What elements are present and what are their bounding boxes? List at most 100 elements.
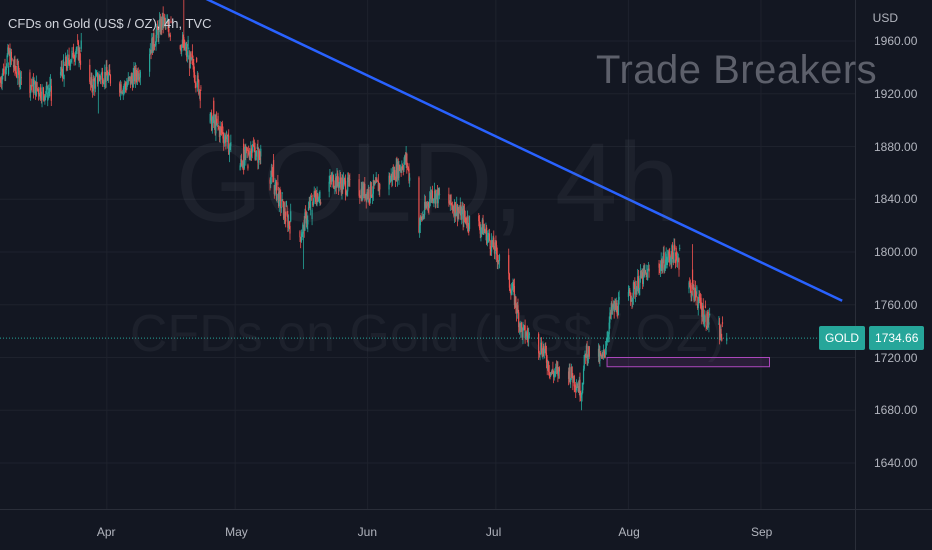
candle-body [679, 247, 681, 249]
candle-body [4, 66, 6, 74]
candle-body [47, 92, 49, 101]
candle-body [494, 242, 496, 254]
candle-body [228, 147, 231, 155]
price-axis[interactable]: 1960.00 1920.00 1880.00 1840.00 1800.00 1760.… [856, 0, 932, 550]
candle-body [617, 313, 619, 316]
candle-body [253, 146, 255, 148]
candle-body [570, 378, 572, 383]
candle-body [374, 182, 377, 184]
candle-body [333, 187, 335, 189]
candle-body [280, 206, 283, 209]
candle-body [604, 351, 606, 354]
candle-body [539, 352, 541, 354]
candle-body [299, 231, 301, 238]
candle-body [613, 303, 615, 312]
candle-body [520, 322, 522, 331]
candle-body [424, 201, 426, 208]
candle-body [610, 303, 612, 315]
candle-body [90, 77, 92, 85]
candle-body [486, 227, 488, 244]
candle-body [249, 152, 251, 159]
candle-body [489, 240, 491, 250]
candle-body [676, 259, 679, 263]
candle-body [664, 259, 667, 269]
candle-body [332, 175, 334, 178]
candle-body [275, 181, 277, 184]
candle-body [139, 71, 141, 78]
candle-body [191, 57, 193, 59]
candle-body [721, 322, 724, 324]
candle-body [612, 306, 614, 311]
candle-body [223, 139, 226, 144]
candle-body [96, 72, 98, 74]
candle-body [33, 84, 35, 93]
candle-body [639, 270, 642, 279]
candle-body [493, 237, 495, 250]
candle-body [478, 221, 481, 229]
time-axis[interactable]: Apr May Jun Jul Aug Sep [0, 510, 856, 550]
candle-body [131, 79, 134, 88]
candle-body [107, 75, 109, 81]
candle-body [155, 34, 157, 46]
candle-body [2, 68, 4, 76]
candle-body [126, 83, 129, 85]
candle-body [348, 179, 350, 183]
candle-body [74, 58, 76, 60]
candle-body [668, 251, 670, 256]
candle-body [186, 51, 188, 57]
candle-body [556, 366, 558, 368]
candle-body [278, 190, 280, 207]
candle-body [40, 97, 42, 100]
candle-body [492, 237, 494, 245]
candle-body [29, 72, 31, 93]
candle-body [63, 75, 65, 80]
candle-body [125, 86, 127, 90]
candle-body [374, 182, 376, 186]
candle-body [588, 346, 590, 357]
candle-body [436, 189, 439, 204]
candle-body [365, 194, 367, 201]
candle-body [13, 58, 15, 68]
candle-body [405, 153, 407, 162]
candle-body [435, 193, 437, 204]
candle-body [585, 345, 587, 358]
candle-body [493, 249, 496, 254]
candle-body [448, 193, 450, 204]
candle-body [40, 87, 42, 98]
candle-body [424, 201, 426, 215]
price-tick-label: 1960.00 [874, 34, 918, 48]
candle-body [76, 46, 78, 51]
candle-body [721, 337, 723, 341]
candle-body [99, 75, 101, 78]
candle-body [334, 187, 336, 189]
candle-body [464, 216, 466, 218]
candle-body [678, 258, 680, 270]
candle-body [79, 50, 81, 61]
candle-body [121, 92, 124, 94]
candle-body [129, 76, 131, 85]
candle-body [154, 46, 156, 47]
candle-body [331, 177, 333, 183]
candle-body [497, 260, 499, 263]
candle-body [434, 190, 436, 204]
candle-body [629, 295, 632, 302]
candle-body [168, 28, 170, 36]
candle-body [667, 257, 669, 262]
candle-body [307, 219, 309, 225]
candle-body [337, 182, 340, 188]
candle-body [629, 289, 631, 296]
candle-body [606, 337, 608, 346]
candle-body [38, 94, 40, 97]
candle-body [481, 227, 483, 231]
symbol-title[interactable]: CFDs on Gold (US$ / OZ), 4h, TVC [8, 16, 212, 31]
candle-body [165, 20, 167, 24]
candle-body [449, 194, 451, 205]
candle-body [689, 282, 691, 284]
candle-body [104, 72, 106, 83]
candle-body [572, 377, 574, 383]
candle-body [77, 40, 79, 42]
candle-body [570, 366, 573, 379]
candle-body [608, 322, 610, 335]
candle-body [618, 296, 620, 300]
